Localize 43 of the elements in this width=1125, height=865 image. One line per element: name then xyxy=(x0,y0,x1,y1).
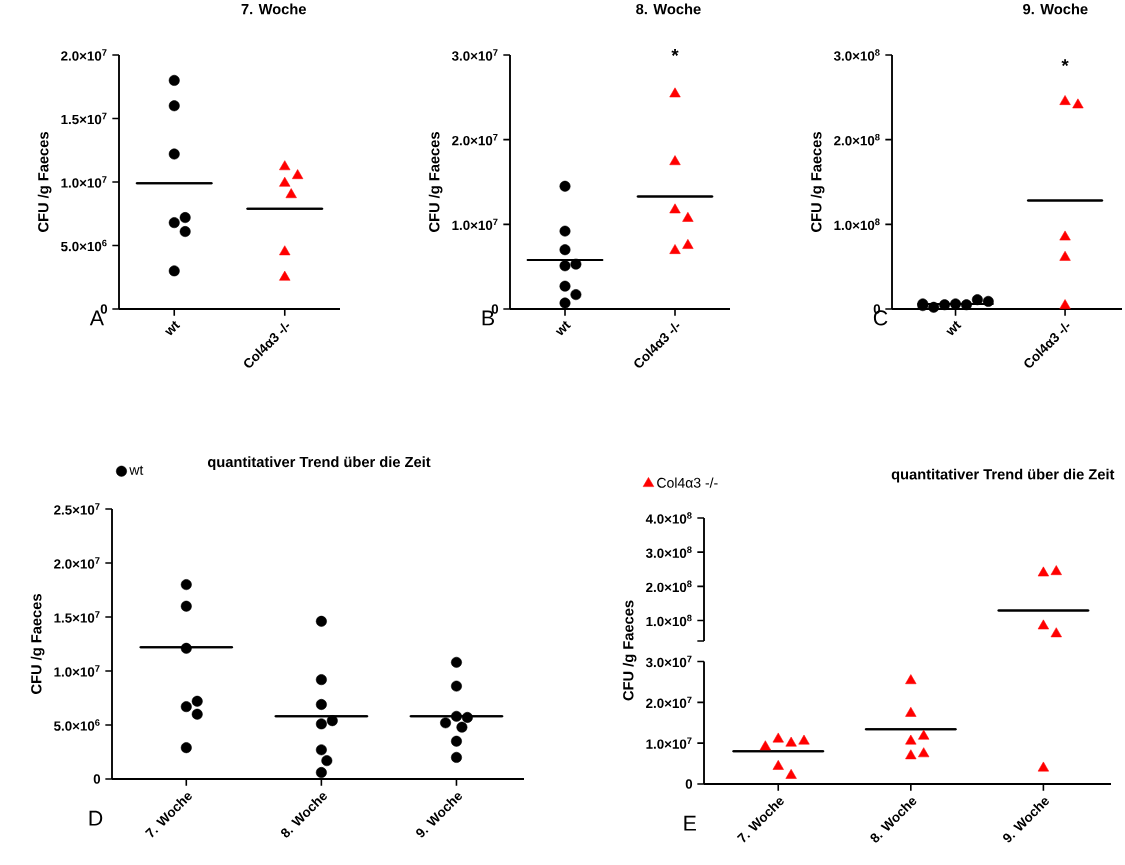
y-tick-label: 2.0×10$^{8}$ xyxy=(834,133,880,146)
chart-title: 8. Woche xyxy=(636,3,701,15)
legend-label: Col4α3 -/- xyxy=(657,477,718,488)
x-tick-label: wt xyxy=(555,320,571,336)
y-tick-label: 1.5×10$^{7}$ xyxy=(54,611,100,623)
y-tick-label: 1.0×10$^{7}$ xyxy=(452,218,498,231)
y-tick-label: 5.0×10$^{6}$ xyxy=(54,719,100,731)
x-tick-label: wt xyxy=(164,320,181,336)
chart-title: quantitativer Trend über die Zeit xyxy=(891,468,1115,483)
y-axis-title: CFU /g Faeces xyxy=(622,600,637,701)
y-axis-title: CFU /g Faeces xyxy=(37,132,52,232)
y-tick-label: 0 xyxy=(685,779,693,789)
y-tick-label: 1.0×10$^{7}$ xyxy=(61,176,107,188)
legend-label: wt xyxy=(129,465,144,475)
y-tick-label: 4.0×10$^{8}$ xyxy=(645,512,692,524)
y-tick-label: 2.0×10$^{7}$ xyxy=(646,696,692,709)
y-axis-title: CFU /g Faeces xyxy=(428,132,443,232)
y-tick-label: 2.5×10$^{7}$ xyxy=(54,503,100,515)
y-tick-label: 0 xyxy=(93,774,101,784)
chart-title: quantitativer Trend über die Zeit xyxy=(207,456,431,471)
y-tick-label: 3.0×10$^{8}$ xyxy=(645,546,692,558)
text: E xyxy=(684,815,696,831)
annotation: * xyxy=(671,48,679,56)
text: D xyxy=(89,810,103,826)
y-tick-label: 1.5×10$^{7}$ xyxy=(61,112,107,125)
y-tick-label: 1.0×10$^{8}$ xyxy=(834,218,880,231)
y-tick-label: 2.0×10$^{7}$ xyxy=(452,133,498,146)
y-tick-label: 2.0×10$^{7}$ xyxy=(54,557,100,569)
y-axis-title: CFU /g Faeces xyxy=(30,594,45,694)
y-tick-label: 1.0×10$^{7}$ xyxy=(54,665,100,677)
annotation: * xyxy=(1061,59,1069,67)
y-tick-label: 5.0×10$^{6}$ xyxy=(61,239,107,252)
y-tick-label: 2.0×10$^{7}$ xyxy=(61,49,107,61)
y-axis-title: CFU /g Faeces xyxy=(810,132,825,232)
chart-title: 7. Woche xyxy=(241,3,306,15)
y-tick-label: 3.0×10$^{7}$ xyxy=(645,655,692,668)
y-tick-label: 1.0×10$^{8}$ xyxy=(646,614,692,627)
y-tick-label: 1.0×10$^{7}$ xyxy=(646,737,692,749)
y-tick-label: 3.0×10$^{7}$ xyxy=(451,49,498,61)
y-tick-label: 3.0×10$^{8}$ xyxy=(833,49,880,61)
chart-title: 9. Woche xyxy=(1023,3,1088,15)
x-tick-label: wt xyxy=(946,320,962,336)
y-tick-label: 2.0×10$^{8}$ xyxy=(646,580,692,593)
